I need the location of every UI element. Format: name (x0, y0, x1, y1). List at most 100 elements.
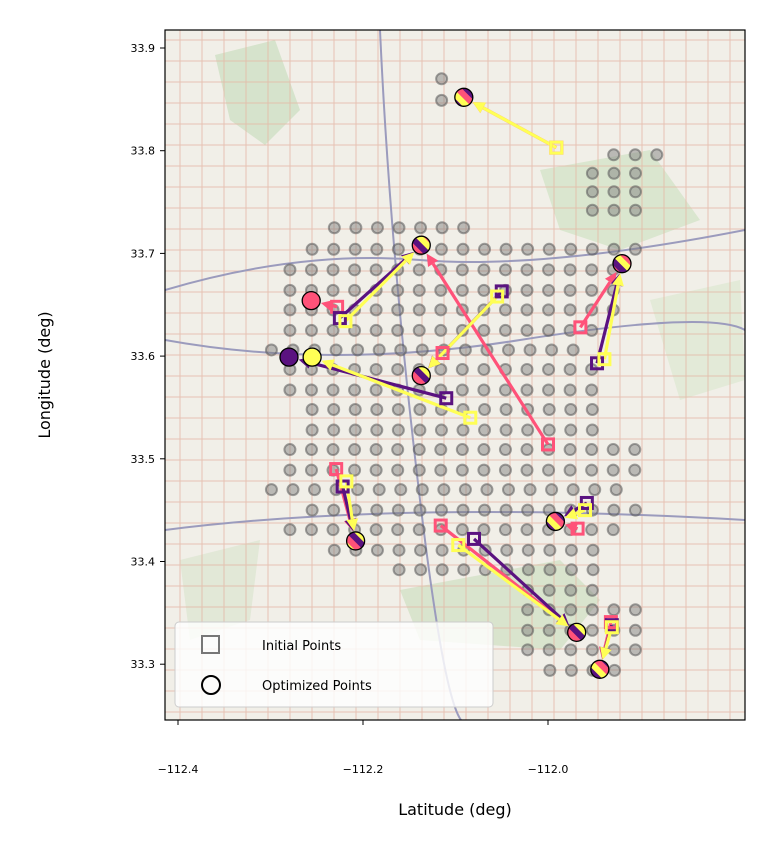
grid-point (327, 423, 341, 437)
grid-point (566, 483, 580, 497)
pink-initial-point (433, 518, 448, 533)
yellow-move-arrow (332, 363, 471, 420)
grid-point (348, 403, 362, 417)
pink-move-arrow (431, 262, 550, 446)
grid-point (499, 503, 513, 517)
grid-point (628, 443, 642, 457)
grid-point (586, 543, 600, 557)
grid-point (305, 242, 319, 256)
grid-point (564, 643, 578, 657)
grid-point (498, 443, 512, 457)
grid-point (415, 483, 429, 497)
grid-point (499, 403, 513, 417)
pink-initial-point (541, 437, 555, 452)
grid-point (391, 523, 405, 537)
grid-point (348, 263, 362, 277)
purple-move-arrow (338, 258, 406, 320)
grid-point (412, 303, 426, 317)
grid-point (457, 221, 471, 235)
y-tick-label: 33.4 (131, 556, 156, 569)
grid-point (394, 483, 408, 497)
grid-point (369, 463, 383, 477)
grid-point (543, 563, 557, 577)
grid-point (326, 283, 340, 297)
grid-point (542, 303, 556, 317)
grid-point (349, 221, 363, 235)
yellow-move-arrow (482, 106, 558, 150)
grid-point (606, 443, 620, 457)
x-axis-label: Latitude (deg) (398, 800, 512, 819)
grid-point (585, 166, 599, 180)
grid-point (606, 463, 620, 477)
map-background (165, 30, 745, 720)
legend-circle-icon (201, 675, 221, 695)
grid-point (585, 263, 599, 277)
purple-initial-point (579, 495, 594, 510)
grid-point (413, 503, 427, 517)
grid-point (629, 203, 643, 217)
grid-point (542, 643, 556, 657)
grid-point (327, 403, 341, 417)
pink-arrowhead (426, 253, 439, 267)
legend-label-optimized: Optimized Points (262, 679, 372, 694)
grid-point (457, 563, 471, 577)
grid-point (414, 563, 428, 577)
grid-point (607, 166, 621, 180)
grid-point (607, 203, 621, 217)
grid-point (477, 323, 491, 337)
grid-point (412, 323, 426, 337)
grid-point (545, 343, 559, 357)
shared-optimized-point (590, 659, 610, 679)
y-axis-ticks: 33.3 33.4 33.5 33.6 33.7 33.8 33.9 (131, 42, 165, 671)
grid-point (564, 663, 578, 677)
grid-point (305, 423, 319, 437)
pink-initial-point (329, 462, 344, 477)
grid-point (563, 263, 577, 277)
grid-point (498, 303, 512, 317)
grid-point (412, 263, 426, 277)
grid-point (585, 423, 599, 437)
grid-point (521, 603, 535, 617)
grid-point (414, 221, 428, 235)
grid-point (412, 523, 426, 537)
grid-point (348, 242, 362, 256)
grid-point (370, 503, 384, 517)
grid-point (434, 463, 448, 477)
grid-point (329, 343, 343, 357)
yellow-initial-point (338, 314, 353, 329)
x-tick-label: −112.2 (343, 763, 384, 776)
grid-point (304, 443, 318, 457)
grid-point (585, 283, 599, 297)
grid-point (585, 583, 599, 597)
grid-point (437, 483, 451, 497)
grid-point (369, 443, 383, 457)
grid-point (480, 483, 494, 497)
grid-point (520, 523, 534, 537)
grid-point (477, 283, 491, 297)
grid-point (434, 242, 448, 256)
pink-move-arrow (579, 281, 612, 329)
grid-point (502, 483, 516, 497)
y-tick-label: 33.3 (131, 658, 156, 671)
grid-point (391, 242, 405, 256)
grid-point (283, 443, 297, 457)
grid-point (370, 423, 384, 437)
grid-point (542, 283, 556, 297)
grid-point (563, 383, 577, 397)
grid-point (434, 443, 448, 457)
grid-point (585, 643, 599, 657)
grid-point (392, 543, 406, 557)
grid-point (542, 383, 556, 397)
grid-point (520, 283, 534, 297)
grid-point (585, 383, 599, 397)
grid-point (563, 443, 577, 457)
grid-point (608, 663, 622, 677)
grid-point (414, 543, 428, 557)
grid-point (498, 463, 512, 477)
legend-label-initial: Initial Points (262, 639, 341, 654)
grid-point (542, 423, 556, 437)
grid-point (502, 343, 516, 357)
grid-point (543, 543, 557, 557)
grid-point (434, 362, 448, 376)
grid-point (435, 563, 449, 577)
